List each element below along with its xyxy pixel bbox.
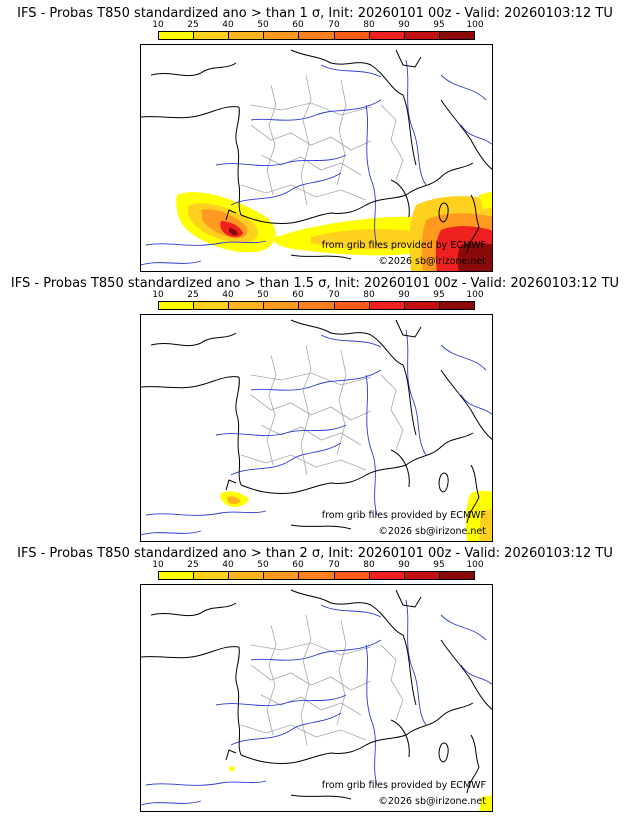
scale-labels: 10 25 40 50 60 70 80 90 95 100: [152, 560, 483, 570]
scale-swatch: [229, 32, 265, 39]
map-frame: from grib files provided by ECMWF ©2026 …: [140, 44, 493, 272]
scale-label: 80: [363, 290, 375, 300]
scale-label: 60: [292, 290, 304, 300]
scale-label: 10: [152, 560, 164, 570]
scale-label: 40: [222, 20, 234, 30]
scale-swatch: [404, 572, 440, 579]
scale-swatch: [299, 302, 335, 309]
scale-label: 40: [222, 290, 234, 300]
scale-label: 50: [257, 560, 269, 570]
panel-title: IFS - Probas T850 standardized ano > tha…: [17, 546, 613, 561]
coastlines: [141, 319, 492, 530]
scale-bar: [158, 31, 475, 40]
probability-shading: [220, 490, 492, 541]
scale-label: 100: [466, 290, 484, 300]
admin-borders: [240, 344, 404, 476]
scale-swatch: [194, 302, 230, 309]
color-scale: 10 25 40 50 60 70 80 90 95 100: [152, 20, 484, 42]
scale-label: 70: [328, 560, 340, 570]
panel-title: IFS - Probas T850 standardized ano > tha…: [17, 6, 613, 21]
scale-label: 90: [398, 290, 410, 300]
scale-swatch: [334, 572, 370, 579]
admin-borders: [240, 74, 404, 206]
color-scale: 10 25 40 50 60 70 80 90 95 100: [152, 290, 484, 312]
map-frame: from grib files provided by ECMWF ©2026 …: [140, 584, 493, 812]
scale-label: 90: [398, 20, 410, 30]
source-credit: from grib files provided by ECMWF: [321, 510, 486, 521]
panel-title: IFS - Probas T850 standardized ano > tha…: [10, 276, 620, 291]
scale-label: 10: [152, 290, 164, 300]
color-scale: 10 25 40 50 60 70 80 90 95 100: [152, 560, 484, 582]
probability-shading: [229, 766, 492, 811]
scale-label: 80: [363, 20, 375, 30]
scale-swatch: [439, 302, 474, 309]
scale-swatch: [159, 302, 195, 309]
scale-swatch: [369, 572, 405, 579]
scale-swatch: [404, 302, 440, 309]
scale-swatch: [194, 572, 230, 579]
panel-3: IFS - Probas T850 standardized ano > tha…: [0, 546, 630, 814]
scale-label: 60: [292, 560, 304, 570]
island-outline: [438, 742, 449, 763]
probability-shading: [176, 191, 492, 271]
scale-label: 40: [222, 560, 234, 570]
map-graphic: [141, 589, 492, 811]
scale-labels: 10 25 40 50 60 70 80 90 95 100: [152, 290, 483, 300]
scale-label: 50: [257, 290, 269, 300]
scale-label: 100: [466, 20, 484, 30]
source-credit: from grib files provided by ECMWF: [321, 240, 486, 251]
scale-swatch: [194, 32, 230, 39]
scale-swatch: [299, 572, 335, 579]
scale-label: 60: [292, 20, 304, 30]
scale-label: 70: [328, 290, 340, 300]
scale-swatch: [369, 302, 405, 309]
scale-label: 10: [152, 20, 164, 30]
copyright-credit: ©2026 sb@irizone.net: [378, 256, 486, 267]
scale-swatch: [439, 572, 474, 579]
copyright-credit: ©2026 sb@irizone.net: [378, 526, 486, 537]
map-graphic: [141, 319, 492, 541]
rivers: [141, 599, 492, 806]
coastlines: [141, 589, 492, 800]
scale-label: 95: [433, 290, 445, 300]
scale-swatch: [264, 32, 300, 39]
panel-1: IFS - Probas T850 standardized ano > tha…: [0, 6, 630, 274]
scale-label: 90: [398, 560, 410, 570]
admin-borders: [240, 614, 404, 746]
rivers: [141, 329, 492, 536]
scale-swatch: [229, 302, 265, 309]
scale-swatch: [334, 302, 370, 309]
scale-swatch: [159, 572, 195, 579]
source-credit: from grib files provided by ECMWF: [321, 780, 486, 791]
scale-labels: 10 25 40 50 60 70 80 90 95 100: [152, 20, 483, 30]
scale-label: 50: [257, 20, 269, 30]
scale-label: 95: [433, 20, 445, 30]
scale-label: 70: [328, 20, 340, 30]
scale-swatch: [229, 572, 265, 579]
map-frame: from grib files provided by ECMWF ©2026 …: [140, 314, 493, 542]
scale-label: 25: [187, 20, 199, 30]
map-graphic: [141, 49, 492, 271]
scale-swatch: [299, 32, 335, 39]
scale-bar: [158, 571, 475, 580]
panel-2: IFS - Probas T850 standardized ano > tha…: [0, 276, 630, 544]
island-outline: [438, 472, 449, 493]
island-outline: [438, 202, 449, 223]
scale-swatch: [369, 32, 405, 39]
scale-label: 95: [433, 560, 445, 570]
scale-swatch: [264, 572, 300, 579]
scale-label: 100: [466, 560, 484, 570]
scale-label: 25: [187, 560, 199, 570]
scale-swatch: [404, 32, 440, 39]
scale-swatch: [159, 32, 195, 39]
copyright-credit: ©2026 sb@irizone.net: [378, 796, 486, 807]
coastlines: [141, 49, 492, 260]
scale-swatch: [334, 32, 370, 39]
scale-swatch: [439, 32, 474, 39]
scale-label: 80: [363, 560, 375, 570]
scale-bar: [158, 301, 475, 310]
scale-swatch: [264, 302, 300, 309]
rivers: [141, 59, 492, 266]
scale-label: 25: [187, 290, 199, 300]
